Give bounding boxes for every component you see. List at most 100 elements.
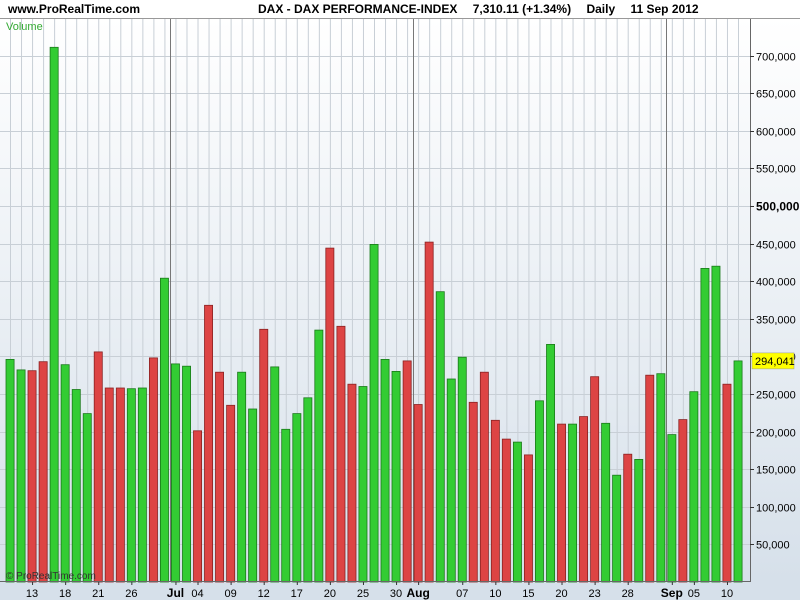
volume-bar: [513, 441, 522, 583]
volume-bar: [667, 434, 677, 583]
x-axis: 13 18 21 26 Jul 04 09 12 17 20 25 30 Aug 07 10 15 20 23 28…: [26, 582, 733, 600]
volume-bar: [524, 454, 533, 583]
y-tick-label: 450,000: [756, 240, 796, 252]
volume-bar: [391, 370, 401, 583]
volume-bar: [248, 408, 258, 583]
volume-bar: [325, 247, 335, 583]
volume-bar: [535, 400, 544, 583]
volume-bar: [656, 373, 666, 583]
last-value-marker: 294,041: [751, 352, 795, 370]
volume-bar: [170, 363, 180, 583]
y-tick-label: 500,000: [756, 200, 800, 214]
volume-bar: [546, 343, 556, 583]
quote-value: 7,310.11 (+1.34%): [472, 2, 572, 16]
x-axis-area: [0, 582, 800, 600]
x-tick-label: 21: [92, 588, 104, 600]
volume-bars: [5, 46, 743, 583]
y-tick-label: 200,000: [756, 428, 796, 440]
volume-bar: [612, 474, 622, 583]
x-tick-label: 04: [191, 588, 203, 600]
volume-bar: [645, 374, 655, 583]
x-tick-label: 20: [324, 588, 336, 600]
volume-bar: [358, 386, 368, 583]
site-title: www.ProRealTime.com: [8, 2, 141, 16]
volume-bar: [678, 419, 688, 583]
copyright: © ProRealTime.com: [6, 571, 96, 582]
month-separators: [170, 18, 667, 582]
volume-bar: [579, 416, 589, 583]
volume-bar: [27, 370, 37, 583]
volume-bar: [303, 397, 313, 583]
volume-bar: [148, 357, 158, 583]
x-tick-label: Aug: [406, 586, 429, 600]
x-tick-label: 25: [357, 588, 369, 600]
x-tick-label: 26: [125, 588, 137, 600]
volume-bar: [215, 371, 225, 583]
x-tick-label: 10: [489, 588, 501, 600]
volume-bar: [479, 371, 489, 583]
volume-bar: [5, 358, 15, 583]
x-tick-label: Sep: [661, 586, 683, 600]
volume-bar: [689, 391, 699, 583]
volume-bar: [413, 404, 423, 583]
volume-bar: [424, 241, 434, 583]
y-tick-label: 700,000: [756, 52, 796, 64]
volume-bar: [601, 422, 611, 583]
volume-bar: [623, 453, 633, 583]
last-value-badge: [751, 352, 795, 370]
volume-bar: [634, 458, 644, 583]
volume-bar: [369, 243, 379, 583]
volume-bar: [137, 387, 147, 583]
volume-bar: [182, 365, 192, 583]
volume-bar: [347, 383, 357, 583]
x-tick-label: 05: [688, 588, 700, 600]
volume-bar: [336, 325, 346, 583]
x-tick-label: 12: [258, 588, 270, 600]
volume-bar: [557, 423, 567, 583]
volume-bar: [60, 364, 70, 583]
panel-label: Volume: [6, 21, 43, 33]
volume-bar: [16, 369, 26, 583]
chart-header: DAX - DAX PERFORMANCE-INDEX 7,310.11 (+1…: [258, 2, 699, 16]
volume-bar: [711, 265, 721, 583]
volume-bar: [722, 383, 732, 583]
volume-bar: [446, 378, 456, 583]
volume-bar: [115, 387, 125, 583]
instrument-name: DAX - DAX PERFORMANCE-INDEX: [258, 2, 458, 16]
volume-bar: [49, 46, 59, 583]
y-tick-label: 50,000: [756, 540, 790, 552]
volume-bar: [468, 401, 478, 583]
volume-bar: [82, 413, 92, 583]
volume-bar: [104, 387, 114, 583]
volume-bar: [490, 419, 500, 583]
x-tick-label: 18: [59, 588, 71, 600]
volume-bar: [435, 291, 445, 583]
y-tick-label: 350,000: [756, 315, 796, 327]
volume-bar: [402, 360, 412, 583]
y-axis-area: [750, 18, 800, 582]
volume-bar: [126, 388, 136, 583]
volume-bar: [204, 304, 214, 583]
volume-bar: [38, 361, 48, 583]
y-tick-label: 650,000: [756, 89, 796, 101]
y-tick-label: 400,000: [756, 277, 796, 289]
x-tick-label: 17: [291, 588, 303, 600]
volume-bar: [568, 423, 578, 583]
volume-bar: [226, 404, 236, 583]
volume-bar: [733, 360, 743, 583]
y-tick-label: 150,000: [756, 465, 796, 477]
volume-bar: [237, 371, 247, 583]
y-tick-label: 550,000: [756, 164, 796, 176]
volume-bar: [292, 413, 302, 583]
x-tick-label: 23: [588, 588, 600, 600]
x-tick-label: 28: [622, 588, 634, 600]
volume-bar: [501, 438, 511, 583]
volume-bar: [457, 356, 467, 583]
volume-bar: [193, 430, 203, 583]
x-tick-label: 09: [224, 588, 236, 600]
y-tick-label: 250,000: [756, 390, 796, 402]
volume-bar: [281, 428, 291, 583]
volume-bar: [380, 358, 390, 583]
